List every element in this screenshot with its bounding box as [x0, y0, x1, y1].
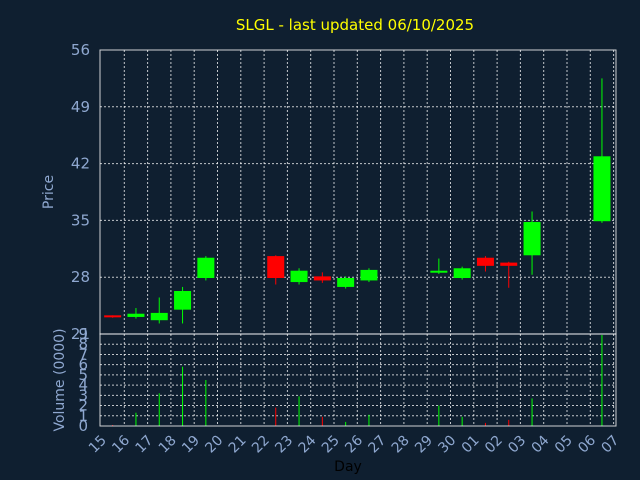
- candle-body: [593, 156, 611, 222]
- candle-body: [150, 312, 168, 321]
- volume-axis-label: Volume (0000): [52, 328, 68, 431]
- volume-tick-label: 4: [78, 376, 88, 394]
- x-tick-label: 28: [389, 433, 413, 457]
- candle-body: [453, 268, 471, 279]
- price-tick-label: 42: [71, 155, 90, 173]
- x-tick-label: 16: [109, 432, 133, 456]
- candle-body: [500, 262, 518, 266]
- candle-body: [523, 222, 541, 256]
- volume-tick-label: 7: [78, 345, 88, 363]
- price-tick-label: 21: [71, 325, 90, 343]
- candle-body: [313, 276, 331, 281]
- volume-panel-frame: [99, 333, 617, 427]
- x-tick-label: 18: [156, 433, 180, 457]
- price-tick-label: 35: [71, 211, 90, 229]
- candle-body: [290, 270, 308, 283]
- volume-tick-label: 6: [78, 356, 88, 374]
- x-tick-label: 17: [133, 433, 157, 457]
- x-axis-label: Day: [334, 459, 362, 475]
- x-tick-label: 05: [552, 433, 576, 457]
- volume-grid: [100, 334, 616, 426]
- price-tick-label: 56: [71, 41, 90, 59]
- x-tick-label: 19: [179, 433, 203, 457]
- x-tick-label: 03: [505, 433, 529, 457]
- candle-body: [267, 256, 285, 279]
- price-tick-label: 49: [71, 98, 90, 116]
- x-tick-label: 01: [459, 433, 483, 457]
- x-tick-label: 20: [202, 433, 226, 457]
- volume-bars: [112, 335, 603, 426]
- volume-tick-label: 9: [78, 325, 88, 343]
- x-axis-ticks: 15 16 17 18 19 20 21 22 23 24 25 26 27 28 29 30 01 02 03 04…: [86, 432, 623, 456]
- candle-body: [430, 270, 448, 273]
- price-grid: [100, 50, 616, 334]
- volume-tick-label: 3: [78, 386, 88, 404]
- candle-body: [476, 257, 494, 266]
- volume-tick-label: 5: [78, 366, 88, 384]
- candle-body: [360, 269, 378, 281]
- volume-tick-label: 1: [78, 407, 88, 425]
- volume-tick-label: 2: [78, 397, 88, 415]
- x-tick-label: 07: [599, 433, 623, 457]
- price-axis-label: Price: [41, 175, 57, 209]
- volume-tick-label: 0: [78, 417, 88, 435]
- candle-body: [104, 315, 122, 318]
- x-tick-label: 29: [412, 433, 436, 457]
- x-tick-label: 21: [226, 433, 250, 457]
- x-tick-label: 22: [249, 433, 273, 457]
- x-tick-label: 04: [529, 432, 553, 456]
- price-candles: [104, 78, 611, 324]
- x-tick-label: 27: [366, 433, 390, 457]
- x-tick-label: 15: [86, 433, 110, 457]
- price-tick-label: 28: [71, 268, 90, 286]
- price-axis-ticks: 56 49 42 35 28 21: [71, 41, 90, 343]
- x-tick-label: 23: [272, 433, 296, 457]
- candle-body: [337, 278, 355, 287]
- x-tick-label: 06: [575, 432, 599, 456]
- x-tick-label: 25: [319, 433, 343, 457]
- volume-tick-label: 8: [78, 335, 88, 353]
- x-tick-label: 26: [342, 432, 366, 456]
- x-tick-label: 24: [296, 432, 320, 456]
- chart-title: SLGL - last updated 06/10/2025: [236, 16, 474, 34]
- candle-body: [127, 313, 145, 317]
- x-tick-label: 02: [482, 433, 506, 457]
- x-tick-label: 30: [435, 433, 459, 457]
- candle-body: [174, 290, 192, 310]
- candle-body: [197, 257, 215, 279]
